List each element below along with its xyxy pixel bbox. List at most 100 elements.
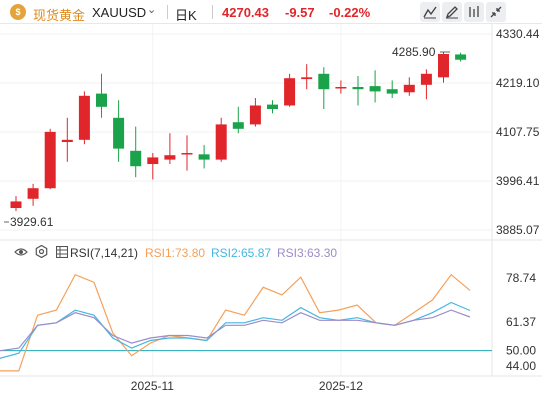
candle [301, 64, 313, 90]
price-tick-label: 4107.75 [496, 125, 540, 139]
candle-body [44, 131, 56, 189]
low-label: 3929.61 [10, 215, 54, 229]
candlestick-series [10, 51, 467, 212]
rsi-tick-label: 78.74 [506, 271, 536, 285]
rsi-line-rsi2 [0, 301, 471, 359]
candle [164, 133, 176, 165]
candle [44, 128, 56, 190]
indicator-icon[interactable] [464, 2, 484, 22]
candle [318, 67, 330, 110]
candle [96, 73, 107, 118]
eye-icon[interactable] [14, 245, 28, 263]
candle [335, 80, 347, 94]
candle [147, 153, 159, 180]
candle [181, 135, 193, 171]
candle [78, 91, 90, 145]
rsi-tick-label: 44.00 [506, 359, 536, 373]
candle [249, 98, 261, 127]
last-price: 4270.43 [222, 5, 269, 20]
candle [61, 117, 73, 162]
candle-body [130, 150, 142, 167]
candle-body [10, 201, 22, 209]
candle [27, 183, 39, 206]
symbol-code[interactable]: XAUUSD [92, 5, 147, 20]
chevron-down-icon[interactable]: ⌄ [147, 4, 157, 16]
rsi2-value: RSI2:65.87 [211, 246, 272, 260]
candle [198, 145, 210, 169]
candle-body [147, 157, 159, 165]
time-tick-label: 2025-12 [319, 379, 363, 393]
rsi-header: RSI(7,14,21) RSI1:73.80 RSI2:65.87 RSI3:… [0, 242, 542, 262]
candle-body [198, 154, 210, 160]
price-chart[interactable]: 4330.44 4219.10 4107.75 3996.41 3885.07 4285… [0, 24, 542, 400]
candle-body [335, 87, 347, 89]
time-tick-label: 2025-11 [131, 379, 174, 393]
candle-body [96, 93, 107, 107]
candle [386, 80, 398, 99]
candle-body [78, 95, 90, 140]
candle [284, 73, 296, 107]
instrument-name[interactable]: 现货黄金 [33, 8, 86, 23]
candle [455, 52, 467, 62]
candle [403, 77, 415, 96]
candle-body [352, 87, 364, 90]
candle-body [455, 54, 467, 60]
rsi-title: RSI(7,14,21) [70, 246, 139, 260]
divider [212, 5, 213, 19]
divider [167, 5, 168, 19]
price-tick-label: 3996.41 [496, 174, 540, 188]
price-tick-label: 4330.44 [496, 27, 540, 41]
rsi1-value: RSI1:73.80 [145, 246, 206, 260]
gold-badge-icon: $ [10, 4, 26, 20]
candle-body [164, 155, 176, 160]
candle [369, 70, 381, 103]
candle-body [27, 188, 39, 199]
candle-body [301, 77, 313, 80]
candle-body [369, 86, 381, 92]
candle [267, 100, 278, 114]
candle [352, 76, 364, 106]
candle [113, 100, 125, 162]
price-axis: 4330.44 4219.10 4107.75 3996.41 3885.07 [496, 27, 540, 237]
price-change: -9.57 [285, 5, 315, 20]
candle-body [386, 89, 398, 94]
rsi-tick-label: 61.37 [506, 315, 536, 329]
price-tick-label: 4219.10 [496, 76, 540, 90]
candle [215, 117, 227, 162]
gear-icon[interactable] [35, 244, 48, 263]
candle-body [420, 73, 432, 85]
candle [10, 196, 22, 212]
candle-body [318, 73, 330, 90]
time-axis: 2025-11 2025-12 [0, 375, 542, 393]
rsi-tick-label: 50.00 [506, 344, 536, 358]
price-annotations: 4285.90 3929.61 [4, 45, 450, 229]
candle-body [181, 153, 193, 155]
candle-body [113, 117, 125, 149]
rsi-line-rsi3 [0, 309, 471, 352]
candle-body [438, 53, 449, 78]
high-label: 4285.90 [392, 45, 436, 59]
price-tick-label: 3885.07 [496, 223, 540, 237]
panel-icon[interactable] [55, 245, 69, 263]
rsi-series [0, 273, 471, 372]
timeframe-selector[interactable]: 日K [175, 8, 197, 23]
candle-body [232, 122, 244, 129]
candle-body [249, 105, 261, 125]
line-tool-icon[interactable] [420, 2, 440, 22]
candle [232, 106, 244, 134]
collapse-icon[interactable] [486, 2, 506, 22]
rsi-grid [0, 239, 542, 352]
candle-body [215, 124, 227, 160]
candle-body [403, 84, 415, 93]
candle-body [267, 104, 278, 110]
candle [438, 51, 449, 83]
rsi3-value: RSI3:63.30 [277, 246, 338, 260]
candle [420, 69, 432, 100]
candle [130, 126, 142, 178]
draw-tool-icon[interactable] [442, 2, 462, 22]
chart-header: $ 现货黄金 XAUUSD ⌄ 日K 4270.43 -9.57 -0.22% [0, 0, 542, 24]
chart-grid [0, 24, 493, 376]
candle-body [284, 78, 296, 106]
candle-body [61, 139, 73, 143]
